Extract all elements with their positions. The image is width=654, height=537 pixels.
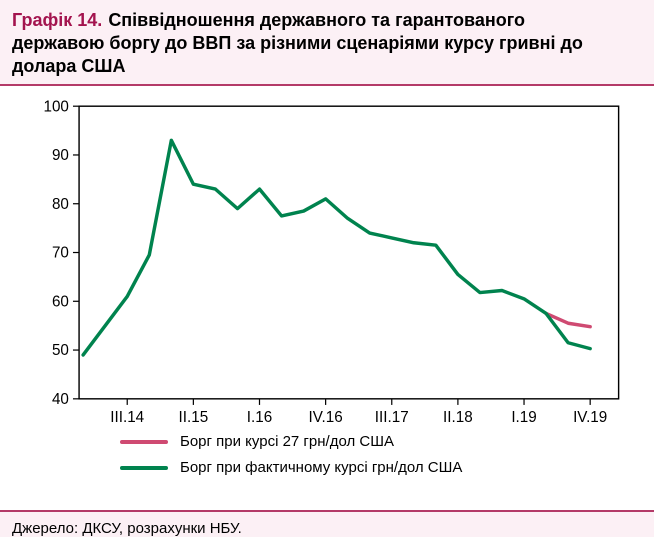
divider-bottom <box>0 510 654 512</box>
source-note: Джерело: ДКСУ, розрахунки НБУ. <box>12 520 242 537</box>
svg-text:II.15: II.15 <box>179 409 209 426</box>
legend: Борг при курсі 27 грн/дол США Борг при ф… <box>120 433 642 476</box>
svg-text:90: 90 <box>52 147 69 164</box>
svg-text:60: 60 <box>52 293 69 310</box>
pink-line-swatch <box>120 439 168 444</box>
svg-text:IV.19: IV.19 <box>573 409 607 426</box>
green-line-swatch <box>120 465 168 470</box>
svg-text:II.18: II.18 <box>443 409 473 426</box>
svg-text:I.16: I.16 <box>247 409 272 426</box>
svg-text:I.19: I.19 <box>511 409 536 426</box>
svg-text:IV.16: IV.16 <box>309 409 343 426</box>
svg-text:70: 70 <box>52 245 69 262</box>
chart-number: Графік 14. <box>12 10 103 30</box>
chart-section: 40 50 60 70 80 90 100 III.14 II.15 I.16 IV.16 III.1… <box>0 86 654 510</box>
svg-text:100: 100 <box>43 98 68 115</box>
svg-text:40: 40 <box>52 391 69 408</box>
divider-top <box>0 84 654 87</box>
legend-item-scenario-rate: Борг при курсі 27 грн/дол США <box>120 433 642 450</box>
chart-title-text: Співвідношення державного та гарантовано… <box>12 10 583 77</box>
svg-text:50: 50 <box>52 342 69 359</box>
svg-text:III.14: III.14 <box>110 409 144 426</box>
legend-label-scenario-rate: Борг при курсі 27 грн/дол США <box>180 433 394 451</box>
legend-item-actual-rate: Борг при фактичному курсі грн/дол США <box>120 459 642 476</box>
legend-label-actual-rate: Борг при фактичному курсі грн/дол США <box>180 459 463 477</box>
svg-text:80: 80 <box>52 196 69 213</box>
chart-title: Графік 14. Співвідношення державного та г… <box>0 0 632 84</box>
svg-text:III.17: III.17 <box>375 409 409 426</box>
debt-gdp-line-chart: 40 50 60 70 80 90 100 III.14 II.15 I.16 IV.16 III.1… <box>43 98 620 426</box>
